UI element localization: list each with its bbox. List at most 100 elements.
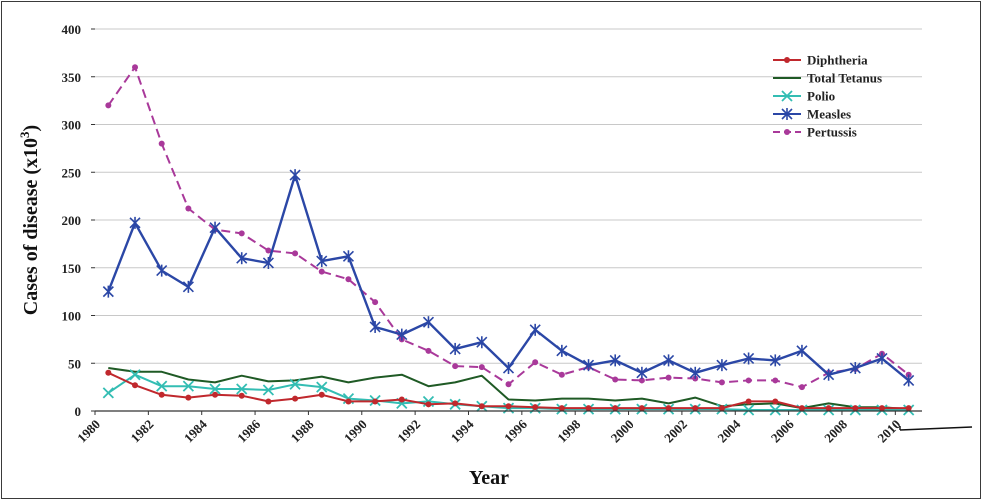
point-polio-stroke-b bbox=[262, 384, 275, 396]
point-diphtheria bbox=[852, 405, 859, 412]
x-tick-label: 1982 bbox=[127, 417, 156, 446]
point-polio-stroke-b bbox=[182, 380, 195, 392]
point-diphtheria bbox=[692, 405, 699, 412]
point-diphtheria bbox=[158, 391, 165, 398]
y-axis-title: Cases of disease (x103) bbox=[17, 125, 42, 315]
point-pertussis bbox=[238, 230, 245, 237]
point-diphtheria bbox=[878, 405, 885, 412]
y-tick-label: 350 bbox=[62, 70, 82, 85]
point-pertussis bbox=[345, 276, 352, 283]
point-pertussis bbox=[265, 247, 272, 254]
x-tick-label: 2010 bbox=[874, 417, 903, 446]
legend-marker-pertussis bbox=[784, 129, 790, 135]
legend-item-measles: Measles bbox=[773, 107, 851, 122]
point-measles bbox=[903, 374, 915, 387]
point-diphtheria bbox=[612, 405, 619, 412]
point-diphtheria bbox=[798, 405, 805, 412]
point-measles bbox=[609, 354, 621, 367]
point-measles bbox=[556, 344, 568, 357]
point-measles bbox=[422, 316, 435, 329]
y-axis-title-main: Cases of disease (x10 bbox=[20, 138, 42, 315]
point-pertussis bbox=[452, 363, 459, 370]
legend-marker-polio-stroke-b bbox=[781, 90, 793, 102]
point-polio-stroke-b bbox=[129, 369, 141, 381]
point-polio bbox=[102, 387, 114, 399]
legend: Diphtheria Total Tetanus Polio Measles Pertu… bbox=[773, 53, 882, 140]
x-tick-label: 1998 bbox=[554, 416, 583, 445]
point-measles bbox=[689, 366, 701, 379]
point-polio bbox=[289, 378, 301, 390]
point-diphtheria bbox=[398, 396, 405, 403]
series-diphtheria bbox=[105, 369, 912, 412]
point-diphtheria bbox=[185, 394, 192, 401]
point-pertussis bbox=[185, 205, 192, 212]
point-diphtheria bbox=[105, 369, 112, 376]
point-diphtheria bbox=[532, 404, 539, 411]
point-pertussis bbox=[532, 359, 539, 366]
series-group bbox=[102, 64, 915, 416]
x-tick-label: 1984 bbox=[181, 416, 210, 445]
point-diphtheria bbox=[132, 382, 139, 389]
point-measles bbox=[289, 169, 301, 182]
point-diphtheria bbox=[745, 398, 752, 405]
point-polio-stroke-b bbox=[236, 383, 248, 395]
point-pertussis bbox=[425, 347, 432, 354]
point-measles bbox=[636, 366, 648, 379]
legend-marker-polio bbox=[781, 90, 793, 102]
point-measles bbox=[662, 354, 675, 367]
y-tick-label: 400 bbox=[62, 22, 82, 37]
point-measles bbox=[743, 352, 755, 365]
point-measles bbox=[582, 359, 595, 372]
x-tick-labels: 1980 1982 1984 1986 1988 1990 1992 1994 1996 1998… bbox=[74, 416, 903, 445]
point-diphtheria bbox=[825, 405, 832, 412]
legend-label-total-tetanus: Total Tetanus bbox=[807, 71, 882, 86]
point-polio bbox=[742, 404, 755, 416]
x-tick-label: 1996 bbox=[501, 416, 530, 445]
point-diphtheria bbox=[772, 398, 779, 405]
legend-marker-measles bbox=[781, 108, 793, 120]
series-measles bbox=[102, 169, 915, 387]
point-measles bbox=[262, 256, 274, 269]
point-measles bbox=[316, 255, 328, 268]
point-diphtheria bbox=[318, 391, 325, 398]
point-pertussis bbox=[105, 102, 112, 109]
point-pertussis bbox=[745, 377, 752, 384]
point-measles bbox=[236, 252, 248, 265]
x-tick-label: 1988 bbox=[288, 416, 317, 445]
x-tick-label: 1980 bbox=[74, 417, 103, 446]
point-pertussis bbox=[798, 384, 805, 391]
point-measles bbox=[876, 352, 888, 365]
point-measles bbox=[769, 354, 781, 367]
series-line-measles bbox=[107, 173, 910, 382]
y-axis-title-close: ) bbox=[20, 125, 42, 132]
point-polio bbox=[129, 369, 141, 381]
point-pertussis bbox=[665, 374, 672, 381]
legend-label-diphtheria: Diphtheria bbox=[807, 53, 868, 68]
point-measles bbox=[182, 280, 194, 293]
point-diphtheria bbox=[505, 403, 512, 410]
point-diphtheria bbox=[585, 405, 592, 412]
point-diphtheria bbox=[292, 395, 299, 402]
point-polio-stroke-b bbox=[769, 404, 781, 416]
point-pertussis bbox=[132, 64, 139, 71]
x-tick-label: 1990 bbox=[341, 417, 370, 446]
point-pertussis bbox=[718, 379, 725, 386]
point-pertussis bbox=[318, 268, 325, 275]
legend-marker-diphtheria bbox=[784, 57, 790, 63]
point-polio bbox=[316, 381, 328, 393]
y-tick-labels: 0 50 100 150 200 250 300 350 400 bbox=[62, 22, 82, 419]
point-polio bbox=[236, 383, 248, 395]
x-tick-label: 2004 bbox=[714, 416, 743, 445]
y-tick-label: 200 bbox=[62, 213, 82, 228]
x-tick-label: 2006 bbox=[768, 416, 797, 445]
point-measles bbox=[102, 285, 114, 298]
point-measles bbox=[156, 264, 168, 277]
point-measles bbox=[449, 342, 461, 355]
x-axis-title: Year bbox=[469, 467, 509, 489]
legend-label-pertussis: Pertussis bbox=[807, 125, 857, 140]
legend-item-pertussis: Pertussis bbox=[773, 125, 857, 140]
point-measles bbox=[476, 336, 488, 349]
legend-item-diphtheria: Diphtheria bbox=[773, 53, 868, 68]
point-polio bbox=[156, 380, 168, 392]
